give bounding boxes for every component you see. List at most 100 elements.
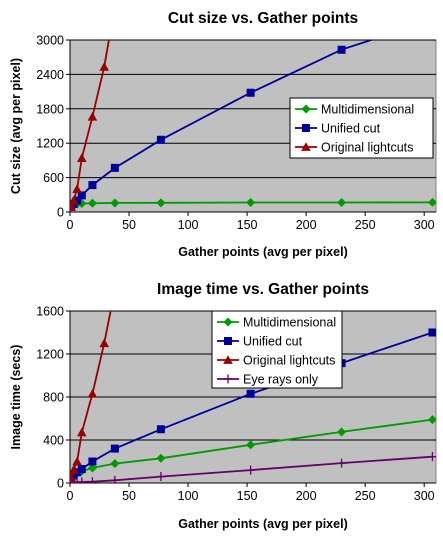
x-axis-label: Gather points (avg per pixel)	[178, 245, 347, 259]
data-point	[87, 112, 98, 121]
x-axis-label: Gather points (avg per pixel)	[178, 517, 347, 531]
y-tick-label: 1600	[36, 305, 64, 319]
legend-label: Unified cut	[243, 335, 303, 349]
y-tick-label: 600	[43, 171, 64, 185]
legend-box	[211, 310, 343, 389]
x-tick-label: 300	[414, 218, 435, 232]
data-point	[70, 195, 79, 205]
data-point	[77, 465, 86, 474]
data-point	[110, 1, 120, 10]
legend-label: Eye rays only	[243, 373, 319, 387]
y-tick-label: 400	[43, 434, 64, 448]
x-tick-label: 50	[122, 218, 136, 232]
data-point	[246, 440, 256, 450]
data-point	[427, 452, 436, 462]
legend-swatch-marker	[223, 317, 233, 327]
data-point	[246, 198, 256, 208]
x-tick-label: 0	[67, 218, 74, 232]
data-point	[156, 453, 166, 463]
x-tick-label: 200	[296, 489, 317, 503]
legend-label: Original lightcuts	[321, 141, 413, 155]
data-point	[72, 184, 82, 193]
legend-label: Multidimensional	[321, 103, 414, 117]
data-point	[77, 153, 87, 162]
data-point	[427, 415, 436, 425]
data-point	[77, 427, 87, 437]
x-tick-label: 150	[237, 218, 258, 232]
y-tick-label: 800	[43, 391, 64, 405]
legend-item: Unified cut	[295, 122, 381, 136]
data-point	[110, 444, 119, 453]
data-point	[337, 427, 347, 437]
legend-item: Eye rays only	[217, 373, 319, 387]
y-tick-label: 1800	[36, 102, 64, 116]
data-point	[428, 16, 436, 24]
data-point	[88, 457, 97, 466]
legend-item: Unified cut	[217, 335, 303, 349]
legend-swatch-marker	[224, 337, 232, 345]
chart-2: 0 400 800 1200 1600 0 50 100 150 200 250 300 Image t…	[9, 281, 437, 531]
data-point	[156, 135, 165, 144]
legend-label: Unified cut	[321, 122, 381, 136]
data-point	[428, 328, 436, 337]
chart-title: Cut size vs. Gather points	[168, 10, 358, 27]
y-tick-label: 1200	[36, 348, 64, 362]
data-point	[246, 389, 255, 398]
data-point	[156, 198, 166, 208]
data-point	[88, 181, 97, 190]
x-tick-label: 150	[237, 489, 258, 503]
data-point	[110, 163, 119, 172]
x-tick-label: 250	[355, 489, 376, 503]
x-tick-label: 250	[355, 218, 376, 232]
y-tick-label: 0	[57, 206, 64, 220]
x-tick-label: 300	[414, 489, 435, 503]
legend-label: Multidimensional	[243, 316, 336, 330]
x-tick-label: 50	[122, 489, 136, 503]
y-tick-label: 0	[57, 477, 64, 491]
y-tick-label: 1200	[36, 137, 64, 151]
x-tick-label: 200	[296, 218, 317, 232]
x-tick-label: 0	[67, 489, 74, 503]
series-layer	[70, 1, 436, 211]
data-point	[337, 458, 347, 468]
data-point	[87, 198, 97, 208]
data-point	[156, 472, 166, 482]
data-point	[87, 388, 98, 398]
legend-label: Original lightcuts	[243, 354, 335, 368]
data-point	[110, 475, 120, 483]
legend: Multidimensional Unified cut Original ligh…	[289, 97, 434, 159]
legend-item: Original lightcuts	[295, 141, 413, 155]
data-point	[72, 456, 82, 466]
chart-title: Image time vs. Gather points	[157, 281, 369, 298]
data-point	[110, 285, 120, 294]
legend-swatch-marker	[302, 124, 310, 132]
legend: Multidimensional Unified cut Original ligh…	[211, 310, 343, 389]
data-point	[156, 425, 165, 434]
data-point	[70, 465, 79, 474]
data-point	[99, 338, 110, 348]
legend-swatch-marker	[223, 374, 233, 384]
y-tick-label: 3000	[36, 34, 64, 48]
data-point	[246, 88, 255, 97]
x-tick-label: 100	[178, 489, 199, 503]
data-point	[87, 463, 97, 473]
y-axis-label: Cut size (avg per pixel)	[9, 58, 23, 194]
data-point	[337, 45, 346, 54]
data-point	[427, 197, 436, 207]
x-tick-label: 100	[178, 218, 199, 232]
data-point	[110, 198, 120, 208]
y-tick-label: 2400	[36, 68, 64, 82]
legend-swatch-marker	[223, 355, 233, 364]
data-point	[99, 62, 110, 71]
legend-swatch-marker	[301, 104, 311, 114]
data-point	[110, 459, 120, 469]
legend-item: Multidimensional	[217, 316, 336, 330]
data-point	[77, 191, 86, 200]
data-point	[77, 477, 87, 483]
data-point	[337, 198, 347, 208]
data-point	[73, 196, 82, 205]
data-point	[87, 477, 97, 483]
legend-item: Original lightcuts	[217, 354, 335, 368]
